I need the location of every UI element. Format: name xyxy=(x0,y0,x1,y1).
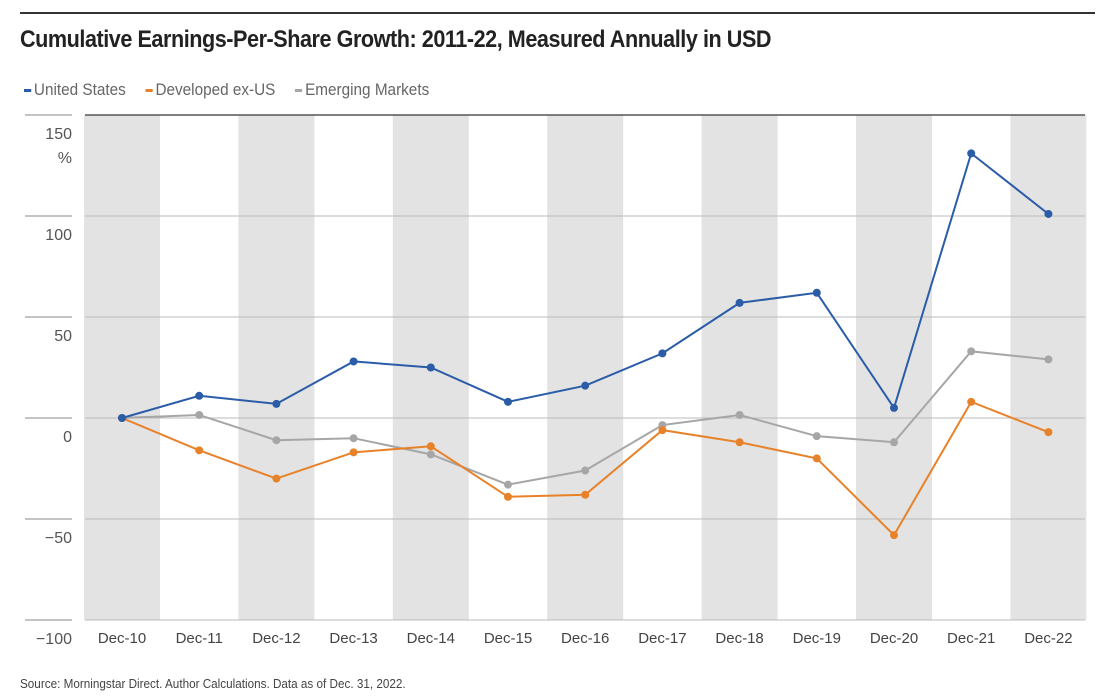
legend-label: United States xyxy=(33,80,126,99)
data-point xyxy=(581,466,590,475)
column-band xyxy=(1010,115,1087,620)
x-tick-label: Dec-18 xyxy=(715,630,763,647)
column-band xyxy=(701,115,778,620)
data-point xyxy=(812,288,821,297)
x-tick-label: Dec-22 xyxy=(1024,630,1072,647)
y-tick-label: 50 xyxy=(54,328,72,345)
legend: United States Developed ex-US Emerging Mar… xyxy=(24,80,429,100)
data-point xyxy=(504,397,512,406)
data-point xyxy=(349,357,358,366)
legend-item: Emerging Markets xyxy=(295,80,429,100)
data-point xyxy=(967,397,976,406)
series-united-states xyxy=(118,149,1053,422)
data-point xyxy=(1044,428,1053,437)
x-tick-label: Dec-14 xyxy=(407,630,455,647)
data-point xyxy=(581,381,590,390)
x-tick-label: Dec-17 xyxy=(638,630,686,647)
x-tick-label: Dec-12 xyxy=(252,630,300,647)
legend-item: United States xyxy=(24,80,126,100)
data-point xyxy=(195,391,204,400)
data-point xyxy=(272,436,281,445)
column-band xyxy=(84,115,160,620)
data-point xyxy=(812,454,821,463)
data-point xyxy=(735,410,744,419)
x-tick-label: Dec-21 xyxy=(947,630,995,647)
data-point xyxy=(967,149,976,158)
x-tick-label: Dec-10 xyxy=(98,630,146,647)
series-developed-ex-us xyxy=(118,397,1053,540)
x-tick-label: Dec-13 xyxy=(329,630,377,647)
data-point xyxy=(349,434,358,443)
data-point xyxy=(504,492,512,501)
data-point xyxy=(1044,355,1053,364)
x-tick-label: Dec-20 xyxy=(870,630,918,647)
y-tick-label: −100 xyxy=(36,631,72,648)
data-point xyxy=(195,446,204,455)
x-tick-label: Dec-11 xyxy=(176,630,223,647)
data-point xyxy=(890,531,898,540)
legend-swatch xyxy=(295,89,303,93)
y-tick-label: −50 xyxy=(45,530,72,547)
y-tick-label: 100 xyxy=(45,227,72,244)
legend-swatch xyxy=(24,89,32,93)
data-point xyxy=(658,349,667,358)
data-point xyxy=(272,474,281,483)
column-band xyxy=(238,115,315,620)
data-point xyxy=(349,448,358,457)
data-point xyxy=(735,298,744,307)
data-point xyxy=(426,450,435,459)
legend-label: Developed ex-US xyxy=(155,80,276,99)
data-point xyxy=(735,438,744,447)
data-point xyxy=(1044,209,1053,218)
data-point xyxy=(118,414,126,422)
x-tick-label: Dec-19 xyxy=(793,630,841,647)
data-point xyxy=(426,363,435,372)
legend-label: Emerging Markets xyxy=(305,80,430,99)
column-band xyxy=(547,115,624,620)
source-note: Source: Morningstar Direct. Author Calcu… xyxy=(20,676,406,691)
chart-title: Cumulative Earnings-Per-Share Growth: 20… xyxy=(20,26,772,53)
data-point xyxy=(272,399,281,408)
data-point xyxy=(812,432,821,441)
data-point xyxy=(504,480,512,489)
data-point xyxy=(890,438,898,447)
top-rule xyxy=(20,12,1095,14)
data-point xyxy=(890,403,898,412)
legend-item: Developed ex-US xyxy=(145,80,276,100)
y-tick-label: 150 xyxy=(45,126,72,143)
data-point xyxy=(967,347,976,356)
y-tick-label: 0 xyxy=(63,429,72,446)
data-point xyxy=(581,490,590,499)
legend-swatch xyxy=(145,89,153,93)
data-point xyxy=(658,426,667,435)
x-tick-label: Dec-16 xyxy=(561,630,609,647)
data-point xyxy=(426,442,435,451)
y-unit-label: % xyxy=(58,150,72,167)
x-tick-label: Dec-15 xyxy=(484,630,532,647)
data-point xyxy=(195,410,204,419)
